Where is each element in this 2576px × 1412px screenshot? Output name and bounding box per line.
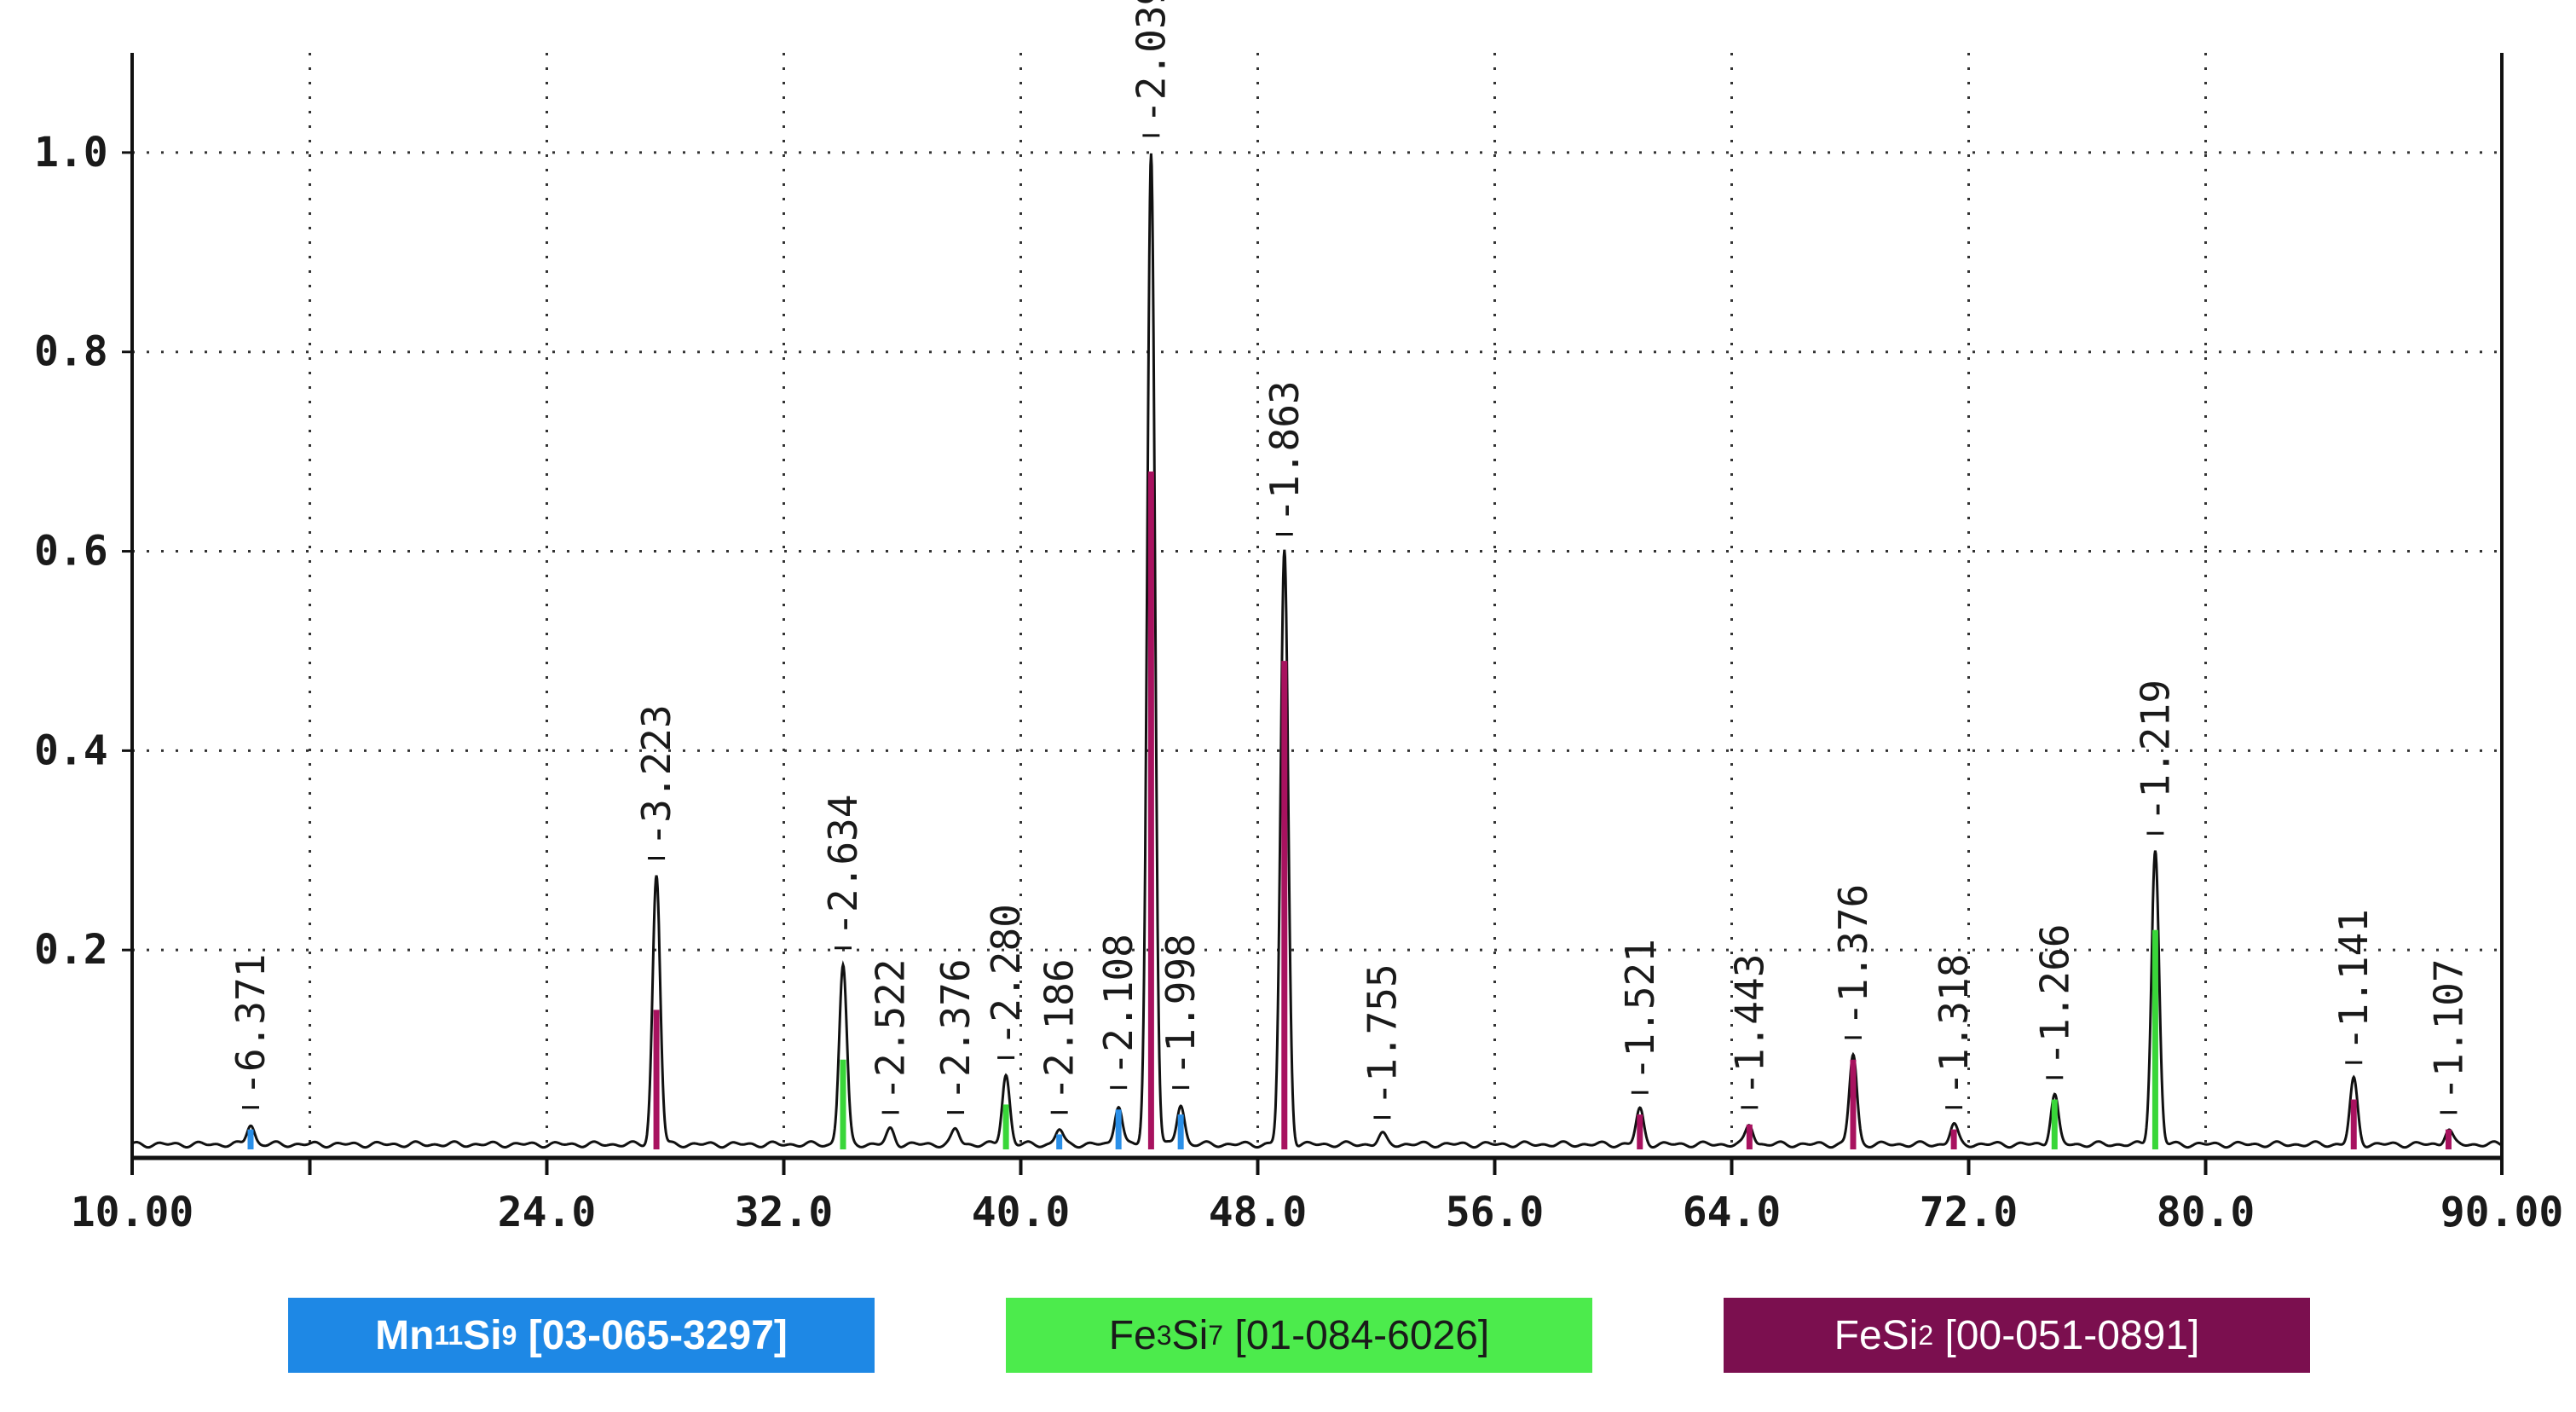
peak-label: -1.863 (1262, 380, 1308, 522)
peak-label: -1.219 (2132, 680, 2178, 821)
diffraction-trace (131, 153, 2503, 1149)
peak-label: -2.376 (933, 958, 979, 1100)
x-tick-label: 10.00 (71, 1189, 194, 1236)
legend-formula-part: Si (1171, 1312, 1209, 1358)
peak-label: -1.998 (1158, 934, 1204, 1075)
legend-reference: [01-084-6026] (1223, 1312, 1490, 1358)
legend-mn11si9: Mn 11 Si 9 [03-065-3297] (288, 1298, 875, 1373)
y-tick-label: 0.6 (34, 528, 108, 576)
y-tick-label: 1.0 (34, 129, 108, 176)
legend-reference: [03-065-3297] (517, 1312, 788, 1358)
peak-label: -1.443 (1726, 954, 1772, 1096)
legend-reference: [00-051-0891] (1933, 1312, 2200, 1358)
x-tick-label: 64.0 (1683, 1189, 1782, 1236)
peak-label: -6.371 (228, 954, 274, 1096)
legend-formula-part: Mn (375, 1312, 435, 1358)
x-tick-label: 80.0 (2157, 1189, 2255, 1236)
legend-formula-part: Si (463, 1312, 502, 1358)
peak-label: -1.376 (1830, 884, 1876, 1026)
legend-fe3si7: Fe 3 Si 7 [01-084-6026] (1006, 1298, 1592, 1373)
x-tick-label: 72.0 (1920, 1189, 2019, 1236)
legend-formula-part: FeSi (1834, 1312, 1919, 1358)
x-tick-label: 32.0 (735, 1189, 834, 1236)
peak-label: -1.266 (2031, 924, 2077, 1066)
peak-label: -1.755 (1359, 964, 1405, 1105)
x-tick-label: 40.0 (972, 1189, 1071, 1236)
legend-subscript: 2 (1918, 1319, 1934, 1351)
legend-formula-part: Fe (1108, 1312, 1157, 1358)
peak-label: -3.223 (633, 704, 679, 846)
chart-svg: 10.00 24.0 32.0 40.0 48.0 56.0 64.0 72.0 80.0 90.… (34, 0, 2564, 1236)
x-tick-label: 56.0 (1446, 1189, 1545, 1236)
x-tick-label: 90.00 (2440, 1189, 2564, 1236)
peak-label: -2.280 (983, 904, 1029, 1045)
peak-label: -1.521 (1617, 939, 1663, 1080)
y-tick-label: 0.2 (34, 926, 108, 974)
peak-label: -1.107 (2425, 958, 2471, 1100)
legend-subscript: 3 (1156, 1319, 1172, 1351)
peak-label: -2.108 (1095, 934, 1141, 1075)
y-tick-label: 0.4 (34, 726, 108, 774)
peak-label: -1.141 (2331, 909, 2377, 1050)
legend-fesi2: FeSi 2 [00-051-0891] (1724, 1298, 2310, 1373)
y-tick-label: 0.8 (34, 328, 108, 376)
legend-subscript: 7 (1208, 1319, 1224, 1351)
peak-label: -1.318 (1931, 954, 1977, 1096)
x-tick-label: 48.0 (1209, 1189, 1308, 1236)
x-tick-label: 24.0 (498, 1189, 597, 1236)
legend-subscript: 11 (434, 1319, 464, 1351)
legend-subscript: 9 (501, 1319, 517, 1351)
peak-label: -2.039 (1128, 0, 1174, 124)
peak-label: -2.634 (820, 795, 866, 936)
peak-label: -2.186 (1037, 958, 1083, 1100)
peak-label: -2.522 (868, 958, 914, 1100)
